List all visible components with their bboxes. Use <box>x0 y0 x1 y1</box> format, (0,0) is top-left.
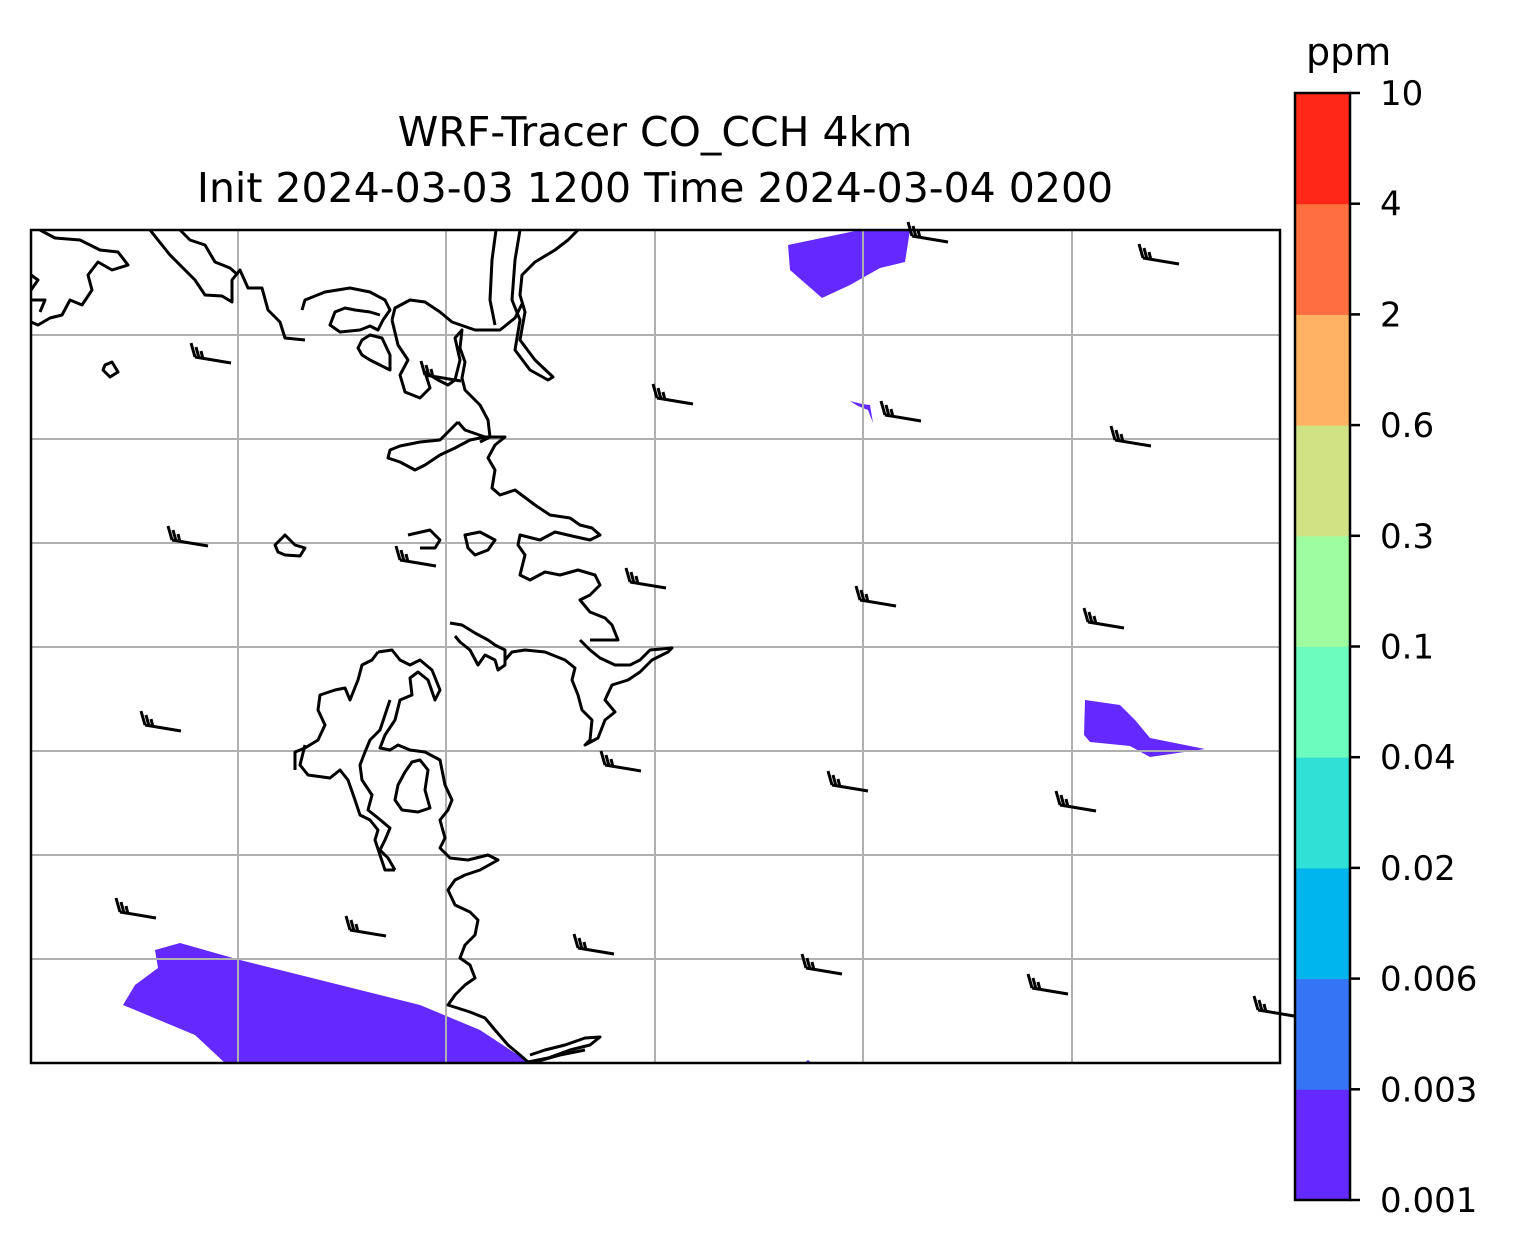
tracer-fill-layer <box>123 230 1205 1063</box>
colorbar-segment-4 <box>1295 646 1350 758</box>
colorbar-tick-label: 0.6 <box>1380 406 1434 446</box>
colorbar-segment-5 <box>1295 535 1350 647</box>
colorbar-tick-label: 0.04 <box>1380 738 1456 778</box>
title-line-1: WRF-Tracer CO_CCH 4km <box>397 108 913 156</box>
colorbar-tick-label: 0.3 <box>1380 517 1434 557</box>
colorbar-segment-8 <box>1295 203 1350 315</box>
colorbar-segment-9 <box>1295 93 1350 205</box>
wind-barb-icon <box>166 525 209 548</box>
wind-barb-icon <box>826 770 869 793</box>
map-title: WRF-Tracer CO_CCH 4km Init 2024-03-03 12… <box>30 104 1280 216</box>
map-frame <box>29 228 1282 1065</box>
wind-barb-icon <box>344 915 387 938</box>
colorbar-segment-2 <box>1295 867 1350 980</box>
wind-barb-icon <box>139 710 182 733</box>
colorbar-tick-label: 0.02 <box>1380 849 1456 889</box>
colorbar-unit-label: ppm <box>1306 30 1392 74</box>
colorbar-tick-label: 10 <box>1380 74 1423 114</box>
wind-barb-icon <box>599 750 642 773</box>
colorbar: 0.001 0.003 0.006 0.02 0.04 0.1 0.3 0.6 2 4 10 <box>1293 74 1477 1221</box>
tracer-plume-south <box>123 943 530 1063</box>
colorbar-segment-1 <box>1295 978 1350 1090</box>
colorbar-segment-6 <box>1295 425 1350 537</box>
tracer-plume-east <box>1084 700 1205 757</box>
tracer-plume-north <box>788 230 910 298</box>
colorbar-tick-label: 0.1 <box>1380 628 1434 668</box>
wind-barb-icon <box>1026 973 1069 996</box>
wind-barb-icon <box>189 342 232 365</box>
gridlines <box>31 230 1280 1063</box>
wind-barb-icon <box>1082 607 1125 630</box>
wind-barb-icon <box>651 383 694 406</box>
wind-barb-icon <box>854 585 897 608</box>
colorbar-tick-label: 0.006 <box>1380 960 1477 1000</box>
wind-barb-icon <box>1137 243 1180 266</box>
tracer-plume-small <box>850 401 873 423</box>
colorbar-tick-label: 4 <box>1380 185 1402 225</box>
colorbar-segment-7 <box>1295 314 1350 426</box>
colorbar-tick-label: 2 <box>1380 295 1402 335</box>
wind-barb-icon <box>419 360 462 383</box>
wind-barb-icon <box>572 933 615 956</box>
colorbar-tick-label: 0.001 <box>1380 1181 1477 1221</box>
colorbar-segment-3 <box>1295 757 1350 869</box>
wind-barb-icon <box>1252 995 1295 1018</box>
title-line-2: Init 2024-03-03 1200 Time 2024-03-04 020… <box>196 164 1114 212</box>
wind-barb-icon <box>879 400 922 423</box>
wind-barbs <box>114 221 1295 1018</box>
wind-barb-icon <box>394 545 437 568</box>
wind-barb-icon <box>624 567 667 590</box>
colorbar-tick-label: 0.003 <box>1380 1070 1477 1110</box>
colorbar-segment-0 <box>1295 1089 1350 1201</box>
coastlines <box>31 230 674 1063</box>
wind-barb-icon <box>1054 790 1097 813</box>
wind-barb-icon <box>114 897 157 920</box>
wind-barb-icon <box>1109 425 1152 448</box>
wind-barb-icon <box>800 953 843 976</box>
